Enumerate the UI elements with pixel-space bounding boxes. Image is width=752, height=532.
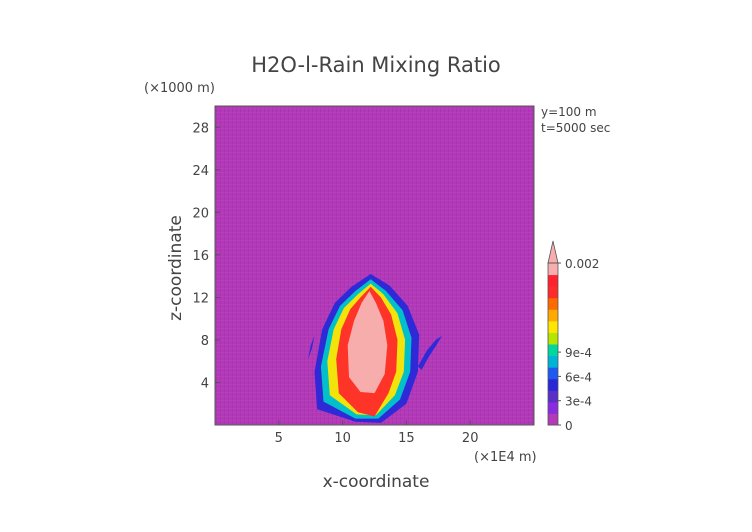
x-unit-label: (×1E4 m)	[474, 450, 537, 465]
y-tick-label: 4	[201, 376, 209, 391]
chart-title: H2O-l-Rain Mixing Ratio	[251, 53, 501, 77]
annotation-t: t=5000 sec	[541, 121, 610, 135]
colorbar-label: 9e-4	[565, 346, 592, 360]
colorbar-segment	[548, 274, 558, 287]
colorbar: 0.002 9e-4 6e-4 3e-4 0	[547, 240, 599, 433]
colorbar-segment	[548, 401, 558, 414]
y-tick-label: 20	[192, 206, 209, 221]
x-tick-label: 5	[275, 431, 283, 446]
colorbar-segment	[548, 309, 558, 322]
x-tick-label: 10	[334, 431, 351, 446]
y-axis-label: z-coordinate	[166, 215, 186, 321]
colorbar-segment	[548, 263, 558, 276]
cloud-region-left-streak	[308, 335, 315, 360]
colorbar-frame	[547, 262, 559, 426]
colorbar-label: 3e-4	[565, 395, 592, 409]
colorbar-segment	[548, 297, 558, 310]
colorbar-segment	[548, 413, 558, 426]
x-axis-label: x-coordinate	[323, 472, 430, 492]
colorbar-segment	[548, 332, 558, 345]
plot-area	[214, 105, 535, 426]
y-tick-label: 28	[192, 121, 209, 136]
colorbar-segment	[548, 367, 558, 380]
y-unit-label: (×1000 m)	[144, 81, 215, 96]
cloud-region-core	[347, 291, 388, 394]
colorbar-segment	[548, 355, 558, 368]
cloud-region-right-streak	[417, 335, 443, 370]
colorbar-segment	[548, 390, 558, 403]
y-axis: 4 8 12 16 20 24 28	[192, 121, 220, 391]
colorbar-segment	[548, 378, 558, 391]
y-tick-label: 8	[201, 334, 209, 349]
colorbar-label: 6e-4	[565, 370, 592, 384]
y-tick-label: 24	[192, 164, 209, 179]
y-tick-label: 12	[192, 291, 209, 306]
colorbar-label: 0	[565, 419, 573, 433]
colorbar-arrow	[547, 240, 559, 264]
x-tick-label: 15	[398, 431, 415, 446]
colorbar-segment	[548, 320, 558, 333]
x-axis: 5 10 15 20	[275, 420, 479, 446]
annotation-y: y=100 m	[541, 105, 597, 119]
plot-frame	[214, 105, 535, 426]
y-tick-label: 16	[192, 249, 209, 264]
colorbar-segment	[548, 286, 558, 299]
colorbar-segment	[548, 344, 558, 357]
x-tick-label: 20	[462, 431, 479, 446]
colorbar-label: 0.002	[565, 257, 599, 271]
